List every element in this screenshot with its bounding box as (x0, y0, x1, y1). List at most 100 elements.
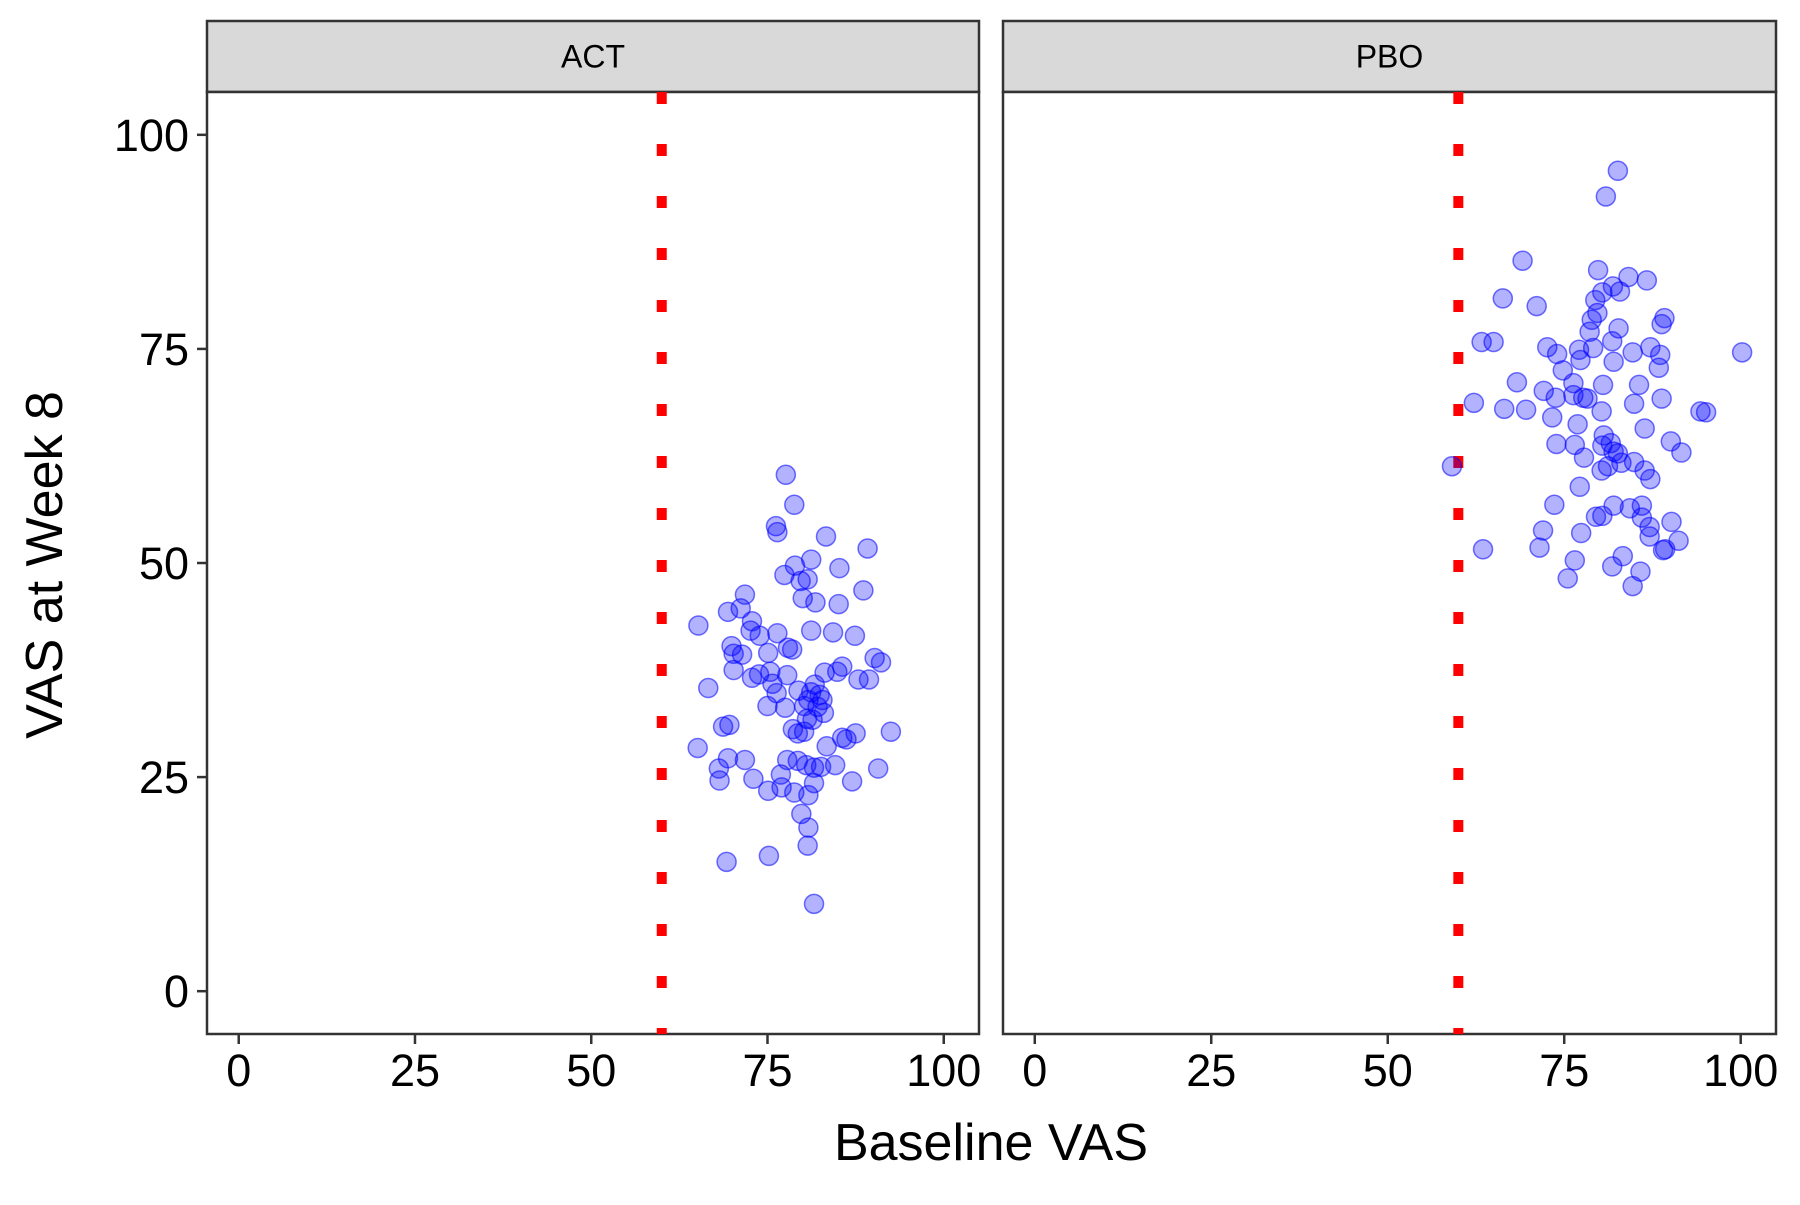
data-point (798, 784, 819, 806)
data-point (1573, 447, 1595, 468)
data-point (1492, 288, 1514, 309)
data-point (1731, 342, 1753, 363)
data-point (845, 723, 866, 744)
data-point (797, 569, 818, 590)
data-point (1622, 575, 1643, 597)
data-point (1640, 468, 1661, 490)
x-tick-label: 0 (226, 1045, 251, 1096)
y-tick-label: 0 (164, 966, 189, 1017)
data-point (831, 727, 853, 748)
data-point (1661, 511, 1682, 533)
data-point (1695, 402, 1717, 423)
data-point (1506, 372, 1528, 393)
data-point (1631, 495, 1653, 516)
data-point (1579, 321, 1600, 343)
data-point (1608, 318, 1629, 339)
data-point (803, 772, 825, 794)
y-tick-label: 100 (114, 110, 189, 161)
data-point (848, 669, 869, 690)
data-point (1545, 387, 1566, 408)
y-tick-label: 25 (139, 752, 189, 803)
facet-strip-label: PBO (1356, 39, 1424, 75)
data-point (792, 587, 813, 609)
data-point (829, 557, 850, 579)
data-point (1634, 418, 1655, 439)
data-point (767, 521, 788, 543)
data-point (1515, 399, 1537, 420)
x-tick-label: 100 (1703, 1045, 1778, 1096)
data-point (698, 677, 719, 699)
data-point (1652, 539, 1674, 561)
data-point (1577, 388, 1598, 409)
data-point (749, 625, 770, 647)
data-point (731, 644, 753, 665)
y-tick-label: 50 (139, 538, 189, 589)
data-point (757, 780, 779, 802)
data-point (1564, 550, 1586, 571)
data-point (858, 669, 880, 690)
data-point (1568, 339, 1590, 361)
data-point (1651, 313, 1672, 335)
data-point (1623, 393, 1645, 414)
data-point (1557, 568, 1578, 589)
facet-strip-pbo (1001, 19, 1778, 94)
data-point (803, 757, 825, 778)
data-point (1526, 295, 1547, 317)
data-point (1592, 374, 1614, 396)
x-tick-label: 50 (1363, 1045, 1413, 1096)
data-point (775, 464, 797, 486)
data-point (758, 845, 780, 867)
data-point (1567, 414, 1588, 435)
data-point (1595, 186, 1617, 207)
data-point (1587, 259, 1609, 281)
data-point (1591, 401, 1612, 422)
data-point (822, 622, 844, 643)
data-point (1651, 388, 1672, 409)
x-tick-label: 25 (390, 1045, 440, 1096)
x-tick-label: 75 (742, 1045, 792, 1096)
x-tick-label: 25 (1186, 1045, 1236, 1096)
data-point (1593, 425, 1615, 446)
data-point (867, 758, 889, 779)
data-point (1563, 372, 1584, 394)
data-point (1603, 351, 1624, 373)
data-point (1544, 494, 1565, 516)
data-point (1546, 433, 1567, 455)
data-point (1612, 545, 1634, 567)
panel-pbo (1001, 90, 1778, 1036)
data-point (1636, 270, 1658, 291)
data-point (815, 526, 837, 547)
data-point (857, 538, 878, 559)
data-point (796, 754, 817, 776)
data-point (723, 659, 744, 681)
data-point (1483, 331, 1504, 353)
data-point (721, 635, 742, 657)
panel-act (205, 90, 981, 1036)
data-point (782, 718, 804, 740)
data-point (798, 817, 819, 838)
data-point (757, 642, 779, 664)
data-point (800, 620, 822, 641)
data-point (1529, 537, 1550, 558)
facet-strip-act (205, 19, 981, 94)
data-point (1472, 539, 1494, 560)
data-point (844, 625, 866, 647)
data-point (687, 737, 708, 759)
data-point (1601, 556, 1623, 577)
data-point (1690, 401, 1711, 422)
data-point (767, 622, 788, 644)
data-point (723, 643, 744, 665)
data-point (1569, 476, 1590, 498)
data-point (880, 721, 902, 742)
y-tick-label: 75 (139, 324, 189, 375)
data-point (716, 851, 737, 873)
x-tick-label: 50 (566, 1045, 616, 1096)
x-tick-label: 75 (1539, 1045, 1589, 1096)
data-point (853, 580, 874, 601)
data-point (1512, 250, 1533, 271)
data-point (1592, 282, 1613, 303)
data-point (1441, 455, 1463, 477)
data-point (796, 708, 818, 730)
